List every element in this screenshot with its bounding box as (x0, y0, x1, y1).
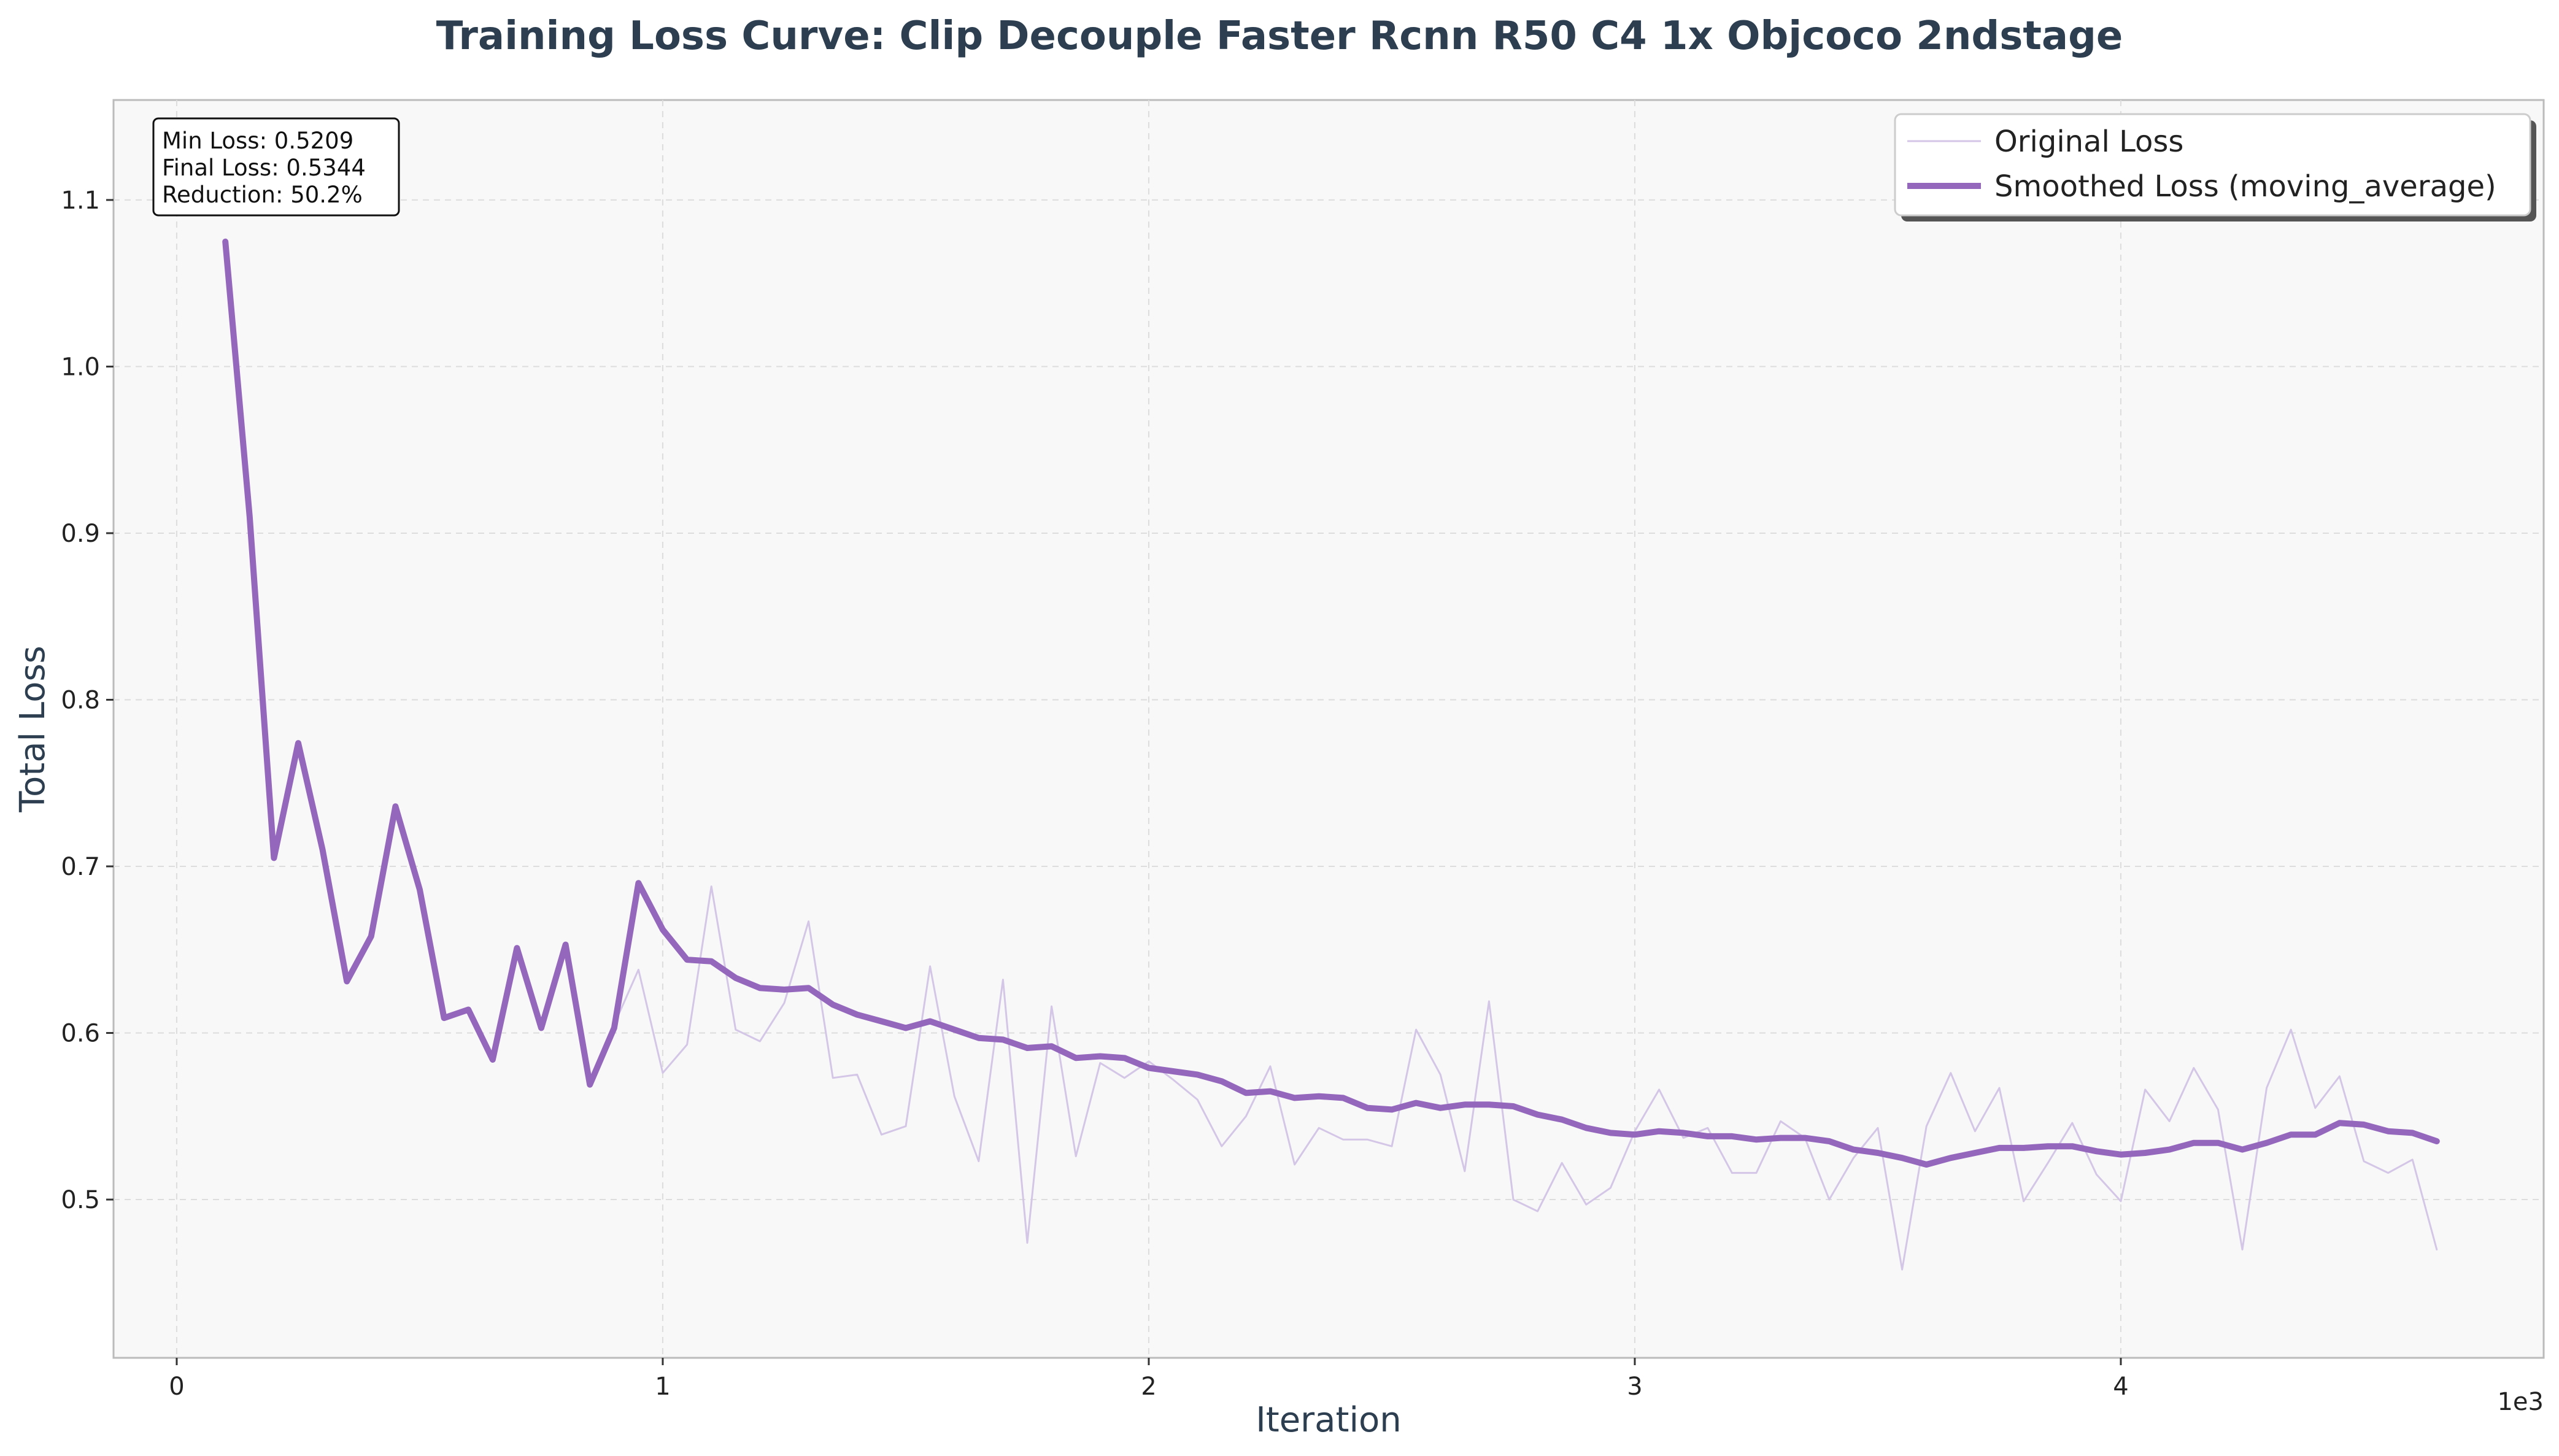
x-tick-label: 4 (2113, 1373, 2128, 1401)
x-axis-label: Iteration (1256, 1400, 1402, 1440)
stats-min-loss: Min Loss: 0.5209 (162, 128, 353, 154)
y-tick-label: 0.9 (61, 520, 100, 548)
legend-label-smoothed-loss: Smoothed Loss (moving_average) (1994, 169, 2496, 204)
y-tick-label: 0.7 (61, 853, 100, 881)
y-axis-ticks: 0.5 0.6 0.7 0.8 0.9 1.0 1.1 (61, 187, 114, 1214)
y-tick-label: 0.6 (61, 1020, 100, 1048)
x-tick-label: 0 (169, 1373, 184, 1401)
legend: Original Loss Smoothed Loss (moving_aver… (1894, 113, 2536, 221)
x-axis-multiplier: 1e3 (2497, 1388, 2544, 1416)
series-line-smoothed-loss (222, 238, 2440, 1168)
chart-title: Training Loss Curve: Clip Decouple Faste… (436, 13, 2123, 59)
plot-area (112, 99, 2545, 1359)
x-tick-label: 1 (655, 1373, 670, 1401)
y-tick-label: 1.0 (61, 353, 100, 381)
y-tick-label: 1.1 (61, 187, 100, 215)
series-lines (222, 238, 2440, 1271)
y-tick-label: 0.8 (61, 686, 100, 714)
stats-box: Min Loss: 0.5209 Final Loss: 0.5344 Redu… (152, 117, 400, 217)
stats-final-loss: Final Loss: 0.5344 (162, 155, 366, 181)
y-axis-label: Total Loss (13, 645, 53, 812)
x-tick-label: 3 (1627, 1373, 1642, 1401)
y-tick-label: 0.5 (61, 1186, 100, 1214)
stats-reduction: Reduction: 50.2% (162, 182, 363, 208)
x-tick-label: 2 (1141, 1373, 1156, 1401)
legend-label-original-loss: Original Loss (1994, 125, 2183, 159)
x-axis-ticks: 0 1 2 3 4 (169, 1358, 2129, 1401)
